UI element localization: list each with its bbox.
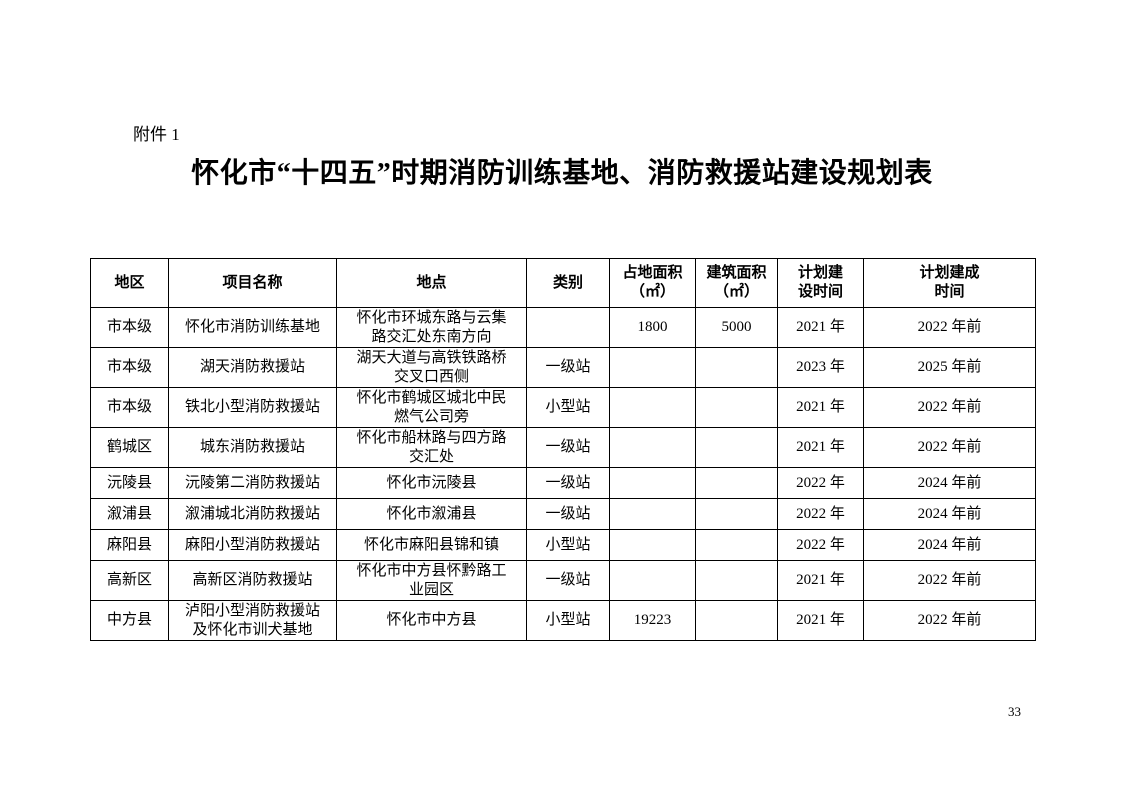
table-cell: 2024 年前 <box>863 529 1036 561</box>
table-cell: 2025 年前 <box>863 347 1036 388</box>
table-cell: 高新区消防救援站 <box>168 560 337 601</box>
table-cell: 一级站 <box>526 467 610 499</box>
table-cell: 怀化市溆浦县 <box>336 498 527 530</box>
table-header-cell-land-area: 占地面积 （㎡） <box>609 258 696 308</box>
table-cell: 2022 年前 <box>863 560 1036 601</box>
table-cell: 麻阳小型消防救援站 <box>168 529 337 561</box>
page-number: 33 <box>1008 704 1021 719</box>
table-row: 市本级 湖天消防救援站 湖天大道与高铁铁路桥 交叉口西侧 一级站 2023 年 2025 … <box>90 347 1036 388</box>
table-header-cell-project-name: 项目名称 <box>168 258 337 308</box>
table-cell: 2022 年前 <box>863 600 1036 641</box>
table-cell: 湖天消防救援站 <box>168 347 337 388</box>
table-header-row: 地区 项目名称 地点 类别 占地面积 （㎡） 建筑面积 （㎡） 计划建 设时间 … <box>90 258 1036 308</box>
table-row: 溆浦县 溆浦城北消防救援站 怀化市溆浦县 一级站 2022 年 2024 年前 <box>90 498 1036 530</box>
table-row: 市本级 铁北小型消防救援站 怀化市鹤城区城北中民 燃气公司旁 小型站 2021 年 202… <box>90 387 1036 428</box>
table-header-cell-location: 地点 <box>336 258 527 308</box>
table-cell: 小型站 <box>526 529 610 561</box>
table-cell: 2022 年前 <box>863 307 1036 348</box>
table-row: 鹤城区 城东消防救援站 怀化市船林路与四方路 交汇处 一级站 2021 年 2022 年前 <box>90 427 1036 468</box>
table-cell <box>609 498 696 530</box>
table-cell: 一级站 <box>526 347 610 388</box>
table-cell: 麻阳县 <box>90 529 169 561</box>
table-cell: 怀化市中方县怀黔路工 业园区 <box>336 560 527 601</box>
table-cell: 怀化市环城东路与云集 路交汇处东南方向 <box>336 307 527 348</box>
table-cell: 2021 年 <box>777 600 864 641</box>
table-cell <box>695 347 778 388</box>
table-cell <box>609 347 696 388</box>
table-cell: 市本级 <box>90 347 169 388</box>
table-cell: 2021 年 <box>777 560 864 601</box>
table-header-cell-start-time: 计划建 设时间 <box>777 258 864 308</box>
table-cell: 怀化市沅陵县 <box>336 467 527 499</box>
table-cell: 怀化市鹤城区城北中民 燃气公司旁 <box>336 387 527 428</box>
table-cell: 1800 <box>609 307 696 348</box>
table-cell: 鹤城区 <box>90 427 169 468</box>
table-row: 高新区 高新区消防救援站 怀化市中方县怀黔路工 业园区 一级站 2021 年 2022 年… <box>90 560 1036 601</box>
table-cell: 小型站 <box>526 600 610 641</box>
table-cell: 2022 年前 <box>863 387 1036 428</box>
table-cell <box>695 387 778 428</box>
table-cell: 2024 年前 <box>863 467 1036 499</box>
table-cell: 2021 年 <box>777 387 864 428</box>
table-cell: 怀化市消防训练基地 <box>168 307 337 348</box>
table-cell: 2022 年 <box>777 467 864 499</box>
table-cell: 怀化市中方县 <box>336 600 527 641</box>
table-cell: 沅陵县 <box>90 467 169 499</box>
table-cell: 城东消防救援站 <box>168 427 337 468</box>
table-cell: 小型站 <box>526 387 610 428</box>
table-cell: 高新区 <box>90 560 169 601</box>
table-cell: 市本级 <box>90 387 169 428</box>
table-cell <box>609 560 696 601</box>
table-row: 市本级 怀化市消防训练基地 怀化市环城东路与云集 路交汇处东南方向 1800 5000 2… <box>90 307 1036 348</box>
table-cell <box>695 560 778 601</box>
table-cell <box>609 427 696 468</box>
table-body: 市本级 怀化市消防训练基地 怀化市环城东路与云集 路交汇处东南方向 1800 5000 2… <box>90 307 1036 641</box>
table-row: 中方县 泸阳小型消防救援站 及怀化市训犬基地 怀化市中方县 小型站 19223 2021 … <box>90 600 1036 641</box>
table-cell <box>695 427 778 468</box>
attachment-label: 附件 1 <box>133 125 180 144</box>
table-cell: 5000 <box>695 307 778 348</box>
table-cell <box>609 529 696 561</box>
table-cell <box>526 307 610 348</box>
table-cell <box>695 600 778 641</box>
table-cell: 19223 <box>609 600 696 641</box>
table-header-cell-region: 地区 <box>90 258 169 308</box>
table-cell: 2022 年前 <box>863 427 1036 468</box>
plan-table: 地区 项目名称 地点 类别 占地面积 （㎡） 建筑面积 （㎡） 计划建 设时间 … <box>90 258 1036 641</box>
table-cell: 2021 年 <box>777 307 864 348</box>
table-row: 麻阳县 麻阳小型消防救援站 怀化市麻阳县锦和镇 小型站 2022 年 2024 年前 <box>90 529 1036 561</box>
table-cell: 2022 年 <box>777 498 864 530</box>
table-cell: 一级站 <box>526 498 610 530</box>
table-row: 沅陵县 沅陵第二消防救援站 怀化市沅陵县 一级站 2022 年 2024 年前 <box>90 467 1036 499</box>
table-cell <box>695 498 778 530</box>
table-cell: 溆浦县 <box>90 498 169 530</box>
table-cell: 市本级 <box>90 307 169 348</box>
table-cell: 2023 年 <box>777 347 864 388</box>
table-header-cell-category: 类别 <box>526 258 610 308</box>
table-cell: 一级站 <box>526 427 610 468</box>
table-cell: 2021 年 <box>777 427 864 468</box>
table-cell: 沅陵第二消防救援站 <box>168 467 337 499</box>
table-cell <box>609 467 696 499</box>
table-cell <box>695 467 778 499</box>
table-cell <box>609 387 696 428</box>
table-header-cell-building-area: 建筑面积 （㎡） <box>695 258 778 308</box>
table-cell: 2024 年前 <box>863 498 1036 530</box>
table-header-cell-finish-time: 计划建成 时间 <box>863 258 1036 308</box>
table-cell: 2022 年 <box>777 529 864 561</box>
table-cell: 湖天大道与高铁铁路桥 交叉口西侧 <box>336 347 527 388</box>
table-cell: 泸阳小型消防救援站 及怀化市训犬基地 <box>168 600 337 641</box>
table-cell: 怀化市船林路与四方路 交汇处 <box>336 427 527 468</box>
table-cell: 中方县 <box>90 600 169 641</box>
table-cell: 一级站 <box>526 560 610 601</box>
table-cell <box>695 529 778 561</box>
table-cell: 溆浦城北消防救援站 <box>168 498 337 530</box>
document-title: 怀化市“十四五”时期消防训练基地、消防救援站建设规划表 <box>191 158 933 189</box>
table-cell: 怀化市麻阳县锦和镇 <box>336 529 527 561</box>
table-cell: 铁北小型消防救援站 <box>168 387 337 428</box>
